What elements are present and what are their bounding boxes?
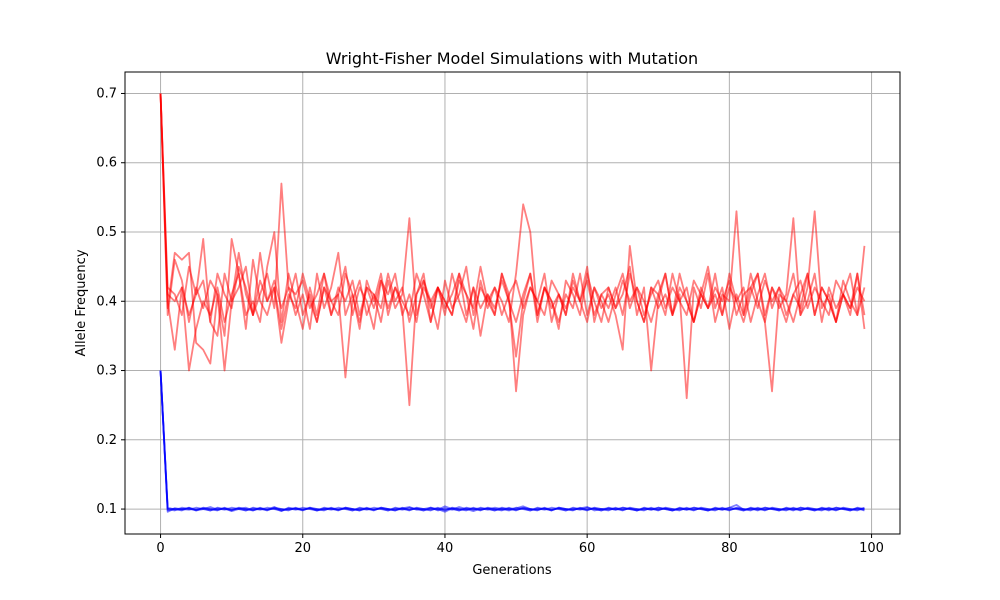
x-tick-label: 20 [294,541,311,556]
x-tick-label: 60 [579,541,596,556]
ticks: 0 20 40 60 80 100 0.1 0.2 0.3 0.4 0.5 0.6 0.7 [96,86,884,556]
red-series-line [159,93,866,323]
blue-series-line [159,370,865,512]
plot-frame [124,71,901,535]
y-tick-label: 0.7 [96,86,117,101]
red-series-line [159,93,866,393]
y-tick-label: 0.1 [96,502,117,517]
x-axis-label: Generations [472,563,552,578]
x-tick-label: 100 [859,541,884,556]
red-series-line [159,93,866,372]
y-tick-label: 0.3 [96,364,117,379]
x-tick-label: 0 [156,541,164,556]
y-tick-label: 0.4 [96,294,117,309]
blue-series-line [159,370,865,513]
blue-series-line [159,370,865,512]
y-tick-label: 0.5 [96,225,117,240]
y-tick-label: 0.2 [96,433,117,448]
x-tick-label: 80 [721,541,738,556]
series-layer [159,93,866,513]
chart-title: Wright-Fisher Model Simulations with Mut… [326,49,698,68]
y-tick-label: 0.6 [96,156,117,171]
y-axis-label: Allele Frequency [74,249,89,356]
red-series-line [159,93,866,407]
blue-series-line [159,370,865,513]
x-tick-label: 40 [437,541,454,556]
blue-series-line [159,370,865,512]
